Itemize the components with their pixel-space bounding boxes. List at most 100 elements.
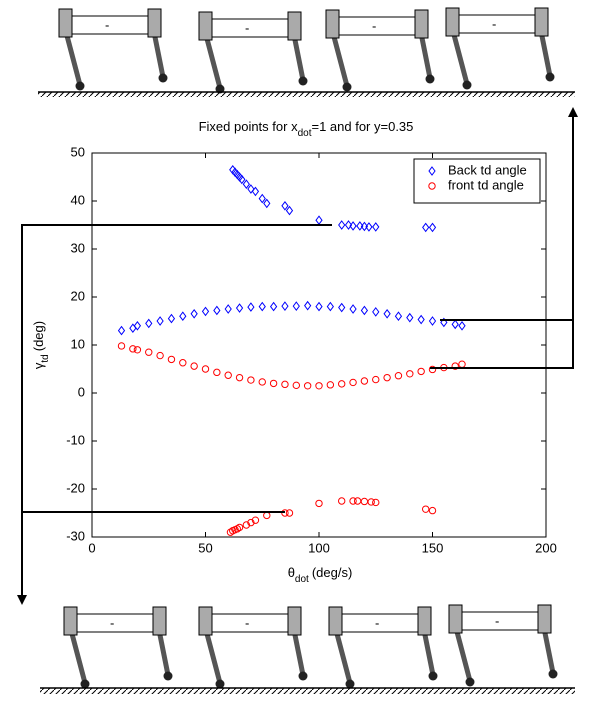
point (247, 376, 255, 384)
point (338, 380, 346, 388)
point (190, 308, 198, 319)
point (145, 318, 153, 329)
point (281, 301, 289, 311)
point (269, 379, 278, 388)
point (213, 368, 221, 377)
robot-illustrations-bottom (40, 605, 575, 694)
point (338, 220, 346, 230)
legend-marker (428, 166, 436, 176)
y-tick-label: -10 (66, 432, 85, 447)
point (235, 303, 244, 313)
point (406, 312, 414, 323)
point (179, 311, 187, 322)
point (372, 307, 380, 317)
point (242, 179, 250, 190)
point (367, 498, 375, 506)
point (281, 200, 289, 211)
legend-marker (428, 182, 436, 190)
point (326, 381, 335, 389)
point (338, 302, 346, 313)
y-tick-label: -20 (66, 480, 85, 495)
point (315, 499, 323, 508)
point (247, 184, 255, 194)
point (167, 313, 176, 324)
point (372, 498, 380, 507)
point (383, 373, 391, 382)
point (428, 222, 437, 233)
point (258, 378, 266, 386)
point (224, 304, 232, 314)
point (406, 370, 414, 378)
point (281, 380, 289, 389)
legend-box (413, 158, 541, 204)
point (349, 221, 357, 231)
point (303, 382, 312, 390)
point (304, 300, 312, 311)
point (360, 377, 369, 385)
point (383, 308, 391, 319)
point (356, 221, 364, 231)
point (247, 302, 255, 312)
point (117, 325, 126, 336)
point (167, 355, 176, 364)
point (251, 186, 260, 197)
point (349, 378, 357, 387)
x-tick-label: 150 (422, 540, 444, 555)
y-tick-label: 30 (71, 240, 85, 255)
point (156, 351, 164, 360)
point (129, 345, 137, 353)
point (451, 362, 459, 370)
point (422, 222, 430, 233)
point (417, 367, 425, 376)
point (428, 506, 437, 515)
point (440, 317, 448, 328)
point (133, 346, 142, 354)
point (201, 306, 210, 317)
point (201, 365, 210, 373)
point (292, 381, 300, 390)
point (451, 319, 459, 330)
point (365, 222, 373, 232)
point (315, 301, 323, 312)
legend-label: front td angle (448, 177, 524, 192)
point (117, 342, 126, 350)
point (338, 497, 346, 505)
point (263, 198, 271, 209)
point (213, 305, 221, 316)
point (360, 305, 369, 316)
point (242, 521, 251, 529)
point (251, 516, 260, 524)
point (269, 301, 278, 312)
point (285, 205, 294, 216)
point (285, 509, 294, 517)
y-tick-label: -30 (66, 528, 85, 543)
y-tick-label: 50 (71, 144, 85, 159)
y-tick-label: 10 (71, 336, 85, 351)
legend-label: Back td angle (448, 162, 527, 177)
point (156, 316, 164, 326)
point (292, 301, 300, 311)
x-axis-label: θdot (deg/s) (288, 565, 353, 584)
point (421, 505, 430, 513)
point (190, 362, 198, 370)
point (349, 304, 357, 314)
point (258, 301, 266, 312)
point (394, 372, 403, 380)
point (235, 373, 244, 382)
y-axis-label: γtd(deg) (31, 321, 50, 369)
annotation-lines (17, 107, 578, 605)
point (133, 320, 142, 331)
point (344, 220, 353, 230)
chart-title: Fixed points for xdot=1 and for y=0.35 (199, 119, 414, 138)
point (247, 518, 255, 527)
x-tick-label: 50 (198, 540, 212, 555)
point (179, 359, 187, 367)
point (372, 222, 380, 232)
point (417, 314, 425, 325)
robot-illustrations-top (38, 8, 575, 97)
point (349, 497, 357, 505)
x-tick-label: 100 (308, 540, 330, 555)
plot-area (91, 152, 547, 538)
